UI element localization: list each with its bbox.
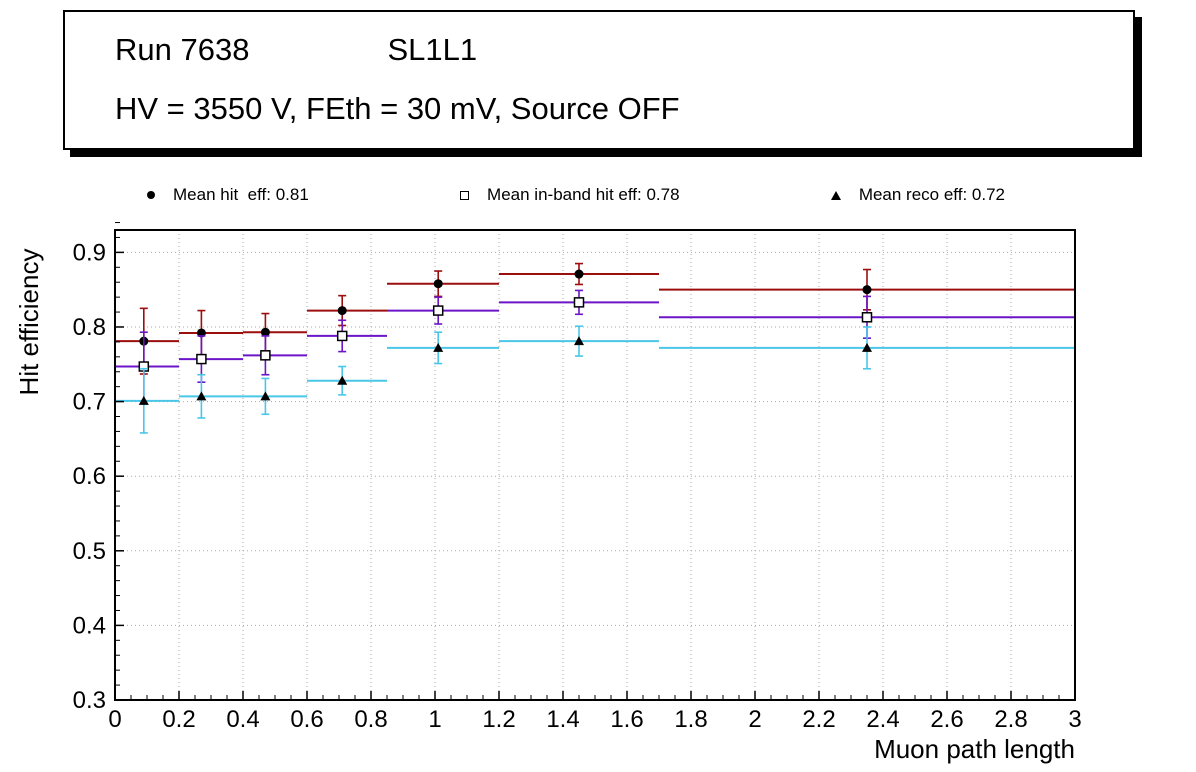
- svg-text:0.3: 0.3: [73, 687, 106, 714]
- svg-text:0.8: 0.8: [73, 314, 106, 341]
- svg-text:2.8: 2.8: [994, 706, 1027, 733]
- svg-text:0.4: 0.4: [73, 612, 106, 639]
- svg-text:0.6: 0.6: [73, 463, 106, 490]
- gridlines: [115, 230, 1075, 700]
- legend-label: Mean hit eff: 0.81: [173, 185, 309, 204]
- legend-entry-mean-inband-hit-eff: Mean in-band hit eff: 0.78: [460, 185, 680, 205]
- legend-entry-mean-reco-eff: Mean reco eff: 0.72: [830, 185, 1005, 205]
- title-line-2: HV = 3550 V, FEth = 30 mV, Source OFF: [115, 91, 680, 126]
- open-square-marker-icon: [460, 190, 470, 200]
- svg-text:0: 0: [108, 706, 121, 733]
- svg-text:0.8: 0.8: [354, 706, 387, 733]
- svg-text:1: 1: [428, 706, 441, 733]
- svg-text:0.9: 0.9: [73, 239, 106, 266]
- svg-text:1.8: 1.8: [674, 706, 707, 733]
- svg-text:1.4: 1.4: [546, 706, 579, 733]
- svg-text:3: 3: [1068, 706, 1081, 733]
- svg-text:0.2: 0.2: [162, 706, 195, 733]
- filled-circle-marker-icon: [147, 191, 155, 199]
- legend-label: Mean in-band hit eff: 0.78: [487, 185, 680, 204]
- svg-text:0.5: 0.5: [73, 538, 106, 565]
- title-box: Run 7638 SL1L1 HV = 3550 V, FEth = 30 mV,…: [63, 10, 1135, 150]
- svg-text:0.4: 0.4: [226, 706, 259, 733]
- legend-label: Mean reco eff: 0.72: [858, 185, 1005, 204]
- x-axis: 0 0.2 0.4 0.6 0.8 1 1.2 1.4 1.6 1.8 2 2.2 2.4 2.6 2.8 3: [108, 691, 1082, 733]
- svg-text:2.4: 2.4: [866, 706, 899, 733]
- title-line-1: Run 7638 SL1L1: [115, 32, 1133, 68]
- series-mean_hit_eff: [115, 262, 1075, 375]
- run-label: Run 7638: [115, 32, 250, 67]
- x-axis-title: Muon path length: [874, 734, 1075, 764]
- y-axis: 0.3 0.4 0.5 0.6 0.7 0.8 0.9: [73, 222, 124, 714]
- filled-triangle-marker-icon: [830, 190, 841, 200]
- svg-text:0.6: 0.6: [290, 706, 323, 733]
- svg-text:2: 2: [748, 706, 761, 733]
- svg-text:2.6: 2.6: [930, 706, 963, 733]
- svg-text:2.2: 2.2: [802, 706, 835, 733]
- chart-legend: Mean hit eff: 0.81 Mean in-band hit eff:…: [115, 172, 1075, 218]
- y-axis-title: Hit efficiency: [14, 249, 44, 396]
- series-mean_reco_eff: [115, 325, 1075, 434]
- legend-entry-mean-hit-eff: Mean hit eff: 0.81: [147, 185, 309, 205]
- svg-text:1.6: 1.6: [610, 706, 643, 733]
- layer-label: SL1L1: [387, 32, 478, 67]
- svg-text:0.7: 0.7: [73, 389, 106, 416]
- series-mean_inband_hit_eff: [115, 289, 1075, 402]
- plot-frame: [114, 229, 1076, 701]
- svg-text:1.2: 1.2: [482, 706, 515, 733]
